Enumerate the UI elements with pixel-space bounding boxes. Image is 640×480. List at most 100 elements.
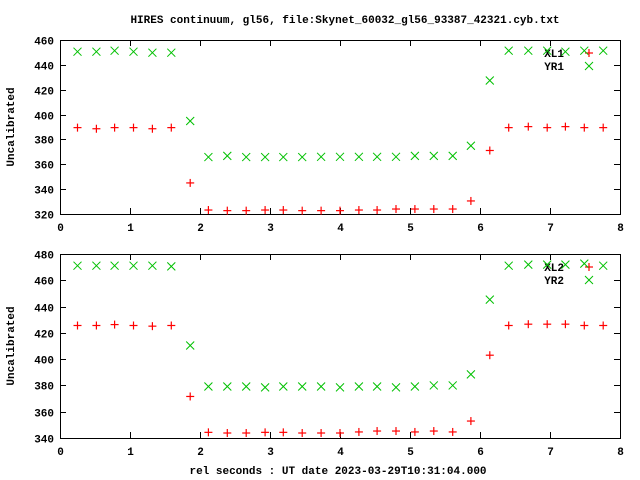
- marker-stroke: [523, 260, 533, 269]
- legend-sample-yr2: [584, 275, 594, 285]
- data-point-xl2: [392, 427, 400, 436]
- chart-title: HIRES continuum, gl56, file:Skynet_60032…: [130, 15, 559, 27]
- data-point-yr1: [354, 152, 364, 162]
- data-point-yr2: [598, 261, 608, 271]
- marker-stroke: [297, 382, 307, 391]
- data-point-yr2: [204, 382, 213, 391]
- data-point-yr1: [260, 152, 270, 162]
- data-point-yr1: [485, 76, 495, 85]
- marker-stroke: [297, 152, 307, 162]
- data-point-xl2: [336, 429, 344, 438]
- marker-stroke: [429, 381, 439, 390]
- data-point-xl1: [429, 205, 438, 214]
- marker-stroke: [466, 141, 476, 151]
- data-point-xl2: [167, 321, 176, 330]
- data-point-yr1: [504, 46, 514, 56]
- marker-stroke: [260, 152, 270, 162]
- data-point-xl1: [261, 206, 270, 215]
- marker-stroke: [316, 152, 326, 162]
- marker-stroke: [561, 260, 570, 269]
- y-tick-label: 320: [34, 211, 54, 223]
- y-axis-label: Uncalibrated: [6, 87, 18, 166]
- x-tick-label: 7: [547, 223, 554, 235]
- data-point-xl1: [504, 123, 513, 132]
- data-point-yr2: [335, 383, 345, 392]
- x-tick-label: 5: [407, 447, 414, 459]
- marker-stroke: [504, 46, 514, 56]
- data-point-yr2: [429, 381, 439, 390]
- data-point-xl1: [186, 178, 195, 187]
- y-tick-label: 460: [34, 37, 54, 49]
- data-point-xl2: [599, 321, 608, 330]
- data-point-yr1: [222, 151, 232, 161]
- y-tick-label: 440: [34, 304, 54, 316]
- data-point-yr1: [110, 46, 119, 56]
- data-point-yr1: [523, 46, 533, 56]
- data-point-yr2: [260, 383, 270, 392]
- data-point-yr1: [372, 152, 382, 162]
- data-point-xl2: [485, 351, 494, 360]
- marker-stroke: [448, 151, 458, 161]
- marker-stroke: [204, 382, 213, 391]
- marker-stroke: [429, 151, 439, 161]
- data-point-xl2: [448, 427, 457, 436]
- marker-stroke: [584, 275, 594, 285]
- data-point-xl2: [317, 429, 326, 438]
- x-tick-label: 3: [267, 447, 274, 459]
- data-point-yr2: [185, 341, 195, 350]
- marker-stroke: [542, 46, 552, 56]
- data-point-yr2: [241, 382, 251, 391]
- marker-stroke: [485, 295, 495, 304]
- data-point-xl1: [242, 206, 251, 215]
- data-point-yr1: [466, 141, 476, 151]
- marker-stroke: [561, 47, 570, 57]
- data-point-yr1: [410, 151, 420, 161]
- data-point-yr2: [166, 262, 176, 271]
- marker-stroke: [372, 382, 382, 391]
- marker-stroke: [148, 261, 157, 271]
- data-point-xl1: [110, 123, 119, 132]
- data-point-xl2: [148, 322, 157, 331]
- marker-stroke: [485, 76, 495, 85]
- y-tick-label: 420: [34, 330, 54, 342]
- data-point-yr1: [92, 47, 101, 57]
- marker-stroke: [110, 261, 119, 271]
- marker-stroke: [222, 382, 232, 391]
- series-xl2: [73, 320, 608, 438]
- data-point-yr2: [542, 260, 552, 269]
- marker-stroke: [241, 382, 251, 391]
- y-tick-label: 440: [34, 62, 54, 74]
- x-tick-label: 7: [547, 447, 554, 459]
- marker-stroke: [579, 259, 589, 268]
- y-tick-label: 380: [34, 136, 54, 148]
- plot-border: [60, 254, 621, 439]
- data-point-xl1: [279, 206, 288, 215]
- marker-stroke: [73, 261, 82, 271]
- marker-stroke: [448, 381, 458, 390]
- data-point-yr1: [185, 116, 195, 126]
- data-point-yr2: [448, 381, 458, 390]
- data-point-xl2: [92, 321, 101, 330]
- data-point-xl1: [167, 123, 176, 132]
- marker-stroke: [335, 383, 345, 392]
- x-tick-label: 8: [617, 223, 624, 235]
- data-point-xl1: [73, 123, 82, 132]
- marker-stroke: [584, 61, 594, 71]
- data-point-xl1: [317, 206, 326, 215]
- data-point-yr2: [92, 261, 101, 271]
- data-point-yr1: [297, 152, 307, 162]
- marker-stroke: [166, 262, 176, 271]
- data-point-yr2: [278, 382, 288, 391]
- data-point-xl1: [561, 122, 570, 131]
- x-tick-label: 3: [267, 223, 274, 235]
- x-tick-label: 1: [127, 223, 134, 235]
- data-point-yr1: [73, 47, 82, 57]
- data-point-xl1: [410, 205, 419, 214]
- data-point-xl2: [110, 320, 119, 329]
- plot-panel-2: 340 360 380 400 420 440 460 480 0 1 2 3 4 5 6 7 8 Uncalib…: [6, 251, 624, 460]
- marker-stroke: [148, 48, 157, 58]
- marker-stroke: [129, 47, 138, 57]
- series-xl1: [73, 122, 608, 215]
- data-point-xl2: [223, 429, 232, 438]
